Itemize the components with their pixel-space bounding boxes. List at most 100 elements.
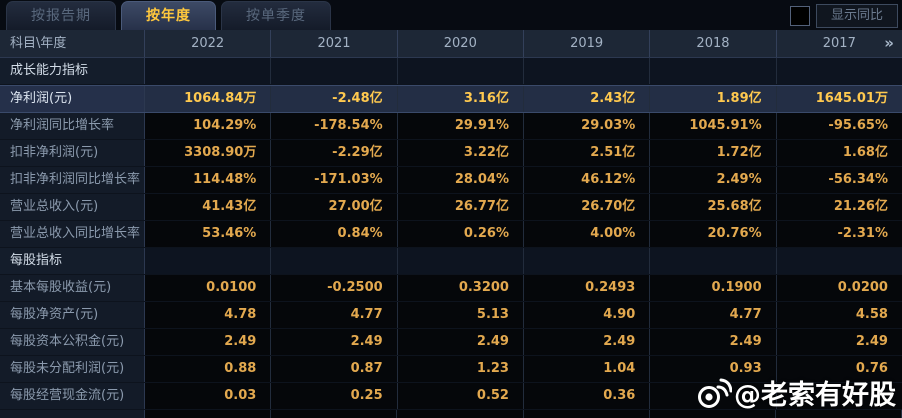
row-label: 每股经营现金流(元) xyxy=(0,383,145,409)
section-row[interactable]: 成长能力指标 xyxy=(0,58,902,85)
cell-value: -2.31% xyxy=(776,221,902,247)
year-column-header-2017[interactable]: 2017» xyxy=(777,30,902,57)
cell-value: 1.23 xyxy=(397,356,524,382)
row-label: 每股净资产(元) xyxy=(0,302,145,328)
row-label: 成长能力指标 xyxy=(0,58,145,84)
tab-report-period[interactable]: 按报告期 xyxy=(6,1,116,30)
cell-value: 28.04% xyxy=(397,167,524,193)
cell-value: 0.93 xyxy=(650,356,777,382)
cell-value: -2.48亿 xyxy=(271,86,398,112)
cell-value: 0.25 xyxy=(271,383,398,409)
year-column-header-2019[interactable]: 2019 xyxy=(524,30,651,57)
row-label: 扣非净利润(元) xyxy=(0,140,145,166)
year-column-header-2022[interactable]: 2022 xyxy=(145,30,272,57)
partial-row-cell xyxy=(775,410,902,418)
cell-value: 21.26亿 xyxy=(776,194,902,220)
cell-value: 53.46% xyxy=(145,221,272,247)
cell-value: 4.58 xyxy=(776,302,902,328)
cell-value xyxy=(271,58,398,84)
cell-value xyxy=(776,58,902,84)
partial-row-cell xyxy=(523,410,650,418)
table-row[interactable]: 基本每股收益(元) 0.0100 -0.2500 0.3200 0.2493 0.1900… xyxy=(0,275,902,302)
cell-value: 4.78 xyxy=(145,302,272,328)
cell-value: 0.88 xyxy=(145,356,272,382)
year-column-header-2020[interactable]: 2020 xyxy=(398,30,524,57)
cell-value: -171.03% xyxy=(271,167,398,193)
cell-value: 1.89亿 xyxy=(650,86,777,112)
table-row[interactable]: 每股资本公积金(元) 2.49 2.49 2.49 2.49 2.49 2.49 xyxy=(0,329,902,356)
period-tab-bar: 按报告期 按年度 按单季度 显示同比 xyxy=(0,0,902,30)
cell-value: 0.0100 xyxy=(145,275,272,301)
partial-row-label xyxy=(0,410,145,418)
cell-value: 5.13 xyxy=(397,302,524,328)
partial-row xyxy=(0,410,902,418)
cell-value: 2.49 xyxy=(145,329,272,355)
cell-value: 26.70亿 xyxy=(523,194,651,220)
cell-value: 25.68亿 xyxy=(650,194,777,220)
row-label: 扣非净利润同比增长率 xyxy=(0,167,145,193)
cell-value: 2.49 xyxy=(650,329,777,355)
table-row[interactable]: 每股经营现金流(元) 0.03 0.25 0.52 0.36 xyxy=(0,383,902,410)
cell-value: -2.29亿 xyxy=(271,140,398,166)
table-row[interactable]: 营业总收入同比增长率 53.46% 0.84% 0.26% 4.00% 20.76% -2.… xyxy=(0,221,902,248)
table-row[interactable]: 扣非净利润(元) 3308.90万 -2.29亿 3.22亿 2.51亿 1.72亿 1.6… xyxy=(0,140,902,167)
partial-row-cell xyxy=(271,410,398,418)
cell-value: 1.72亿 xyxy=(650,140,777,166)
table-row[interactable]: 营业总收入(元) 41.43亿 27.00亿 26.77亿 26.70亿 25.68亿 21… xyxy=(0,194,902,221)
table-row[interactable]: 扣非净利润同比增长率 114.48% -171.03% 28.04% 46.12% 2.4… xyxy=(0,167,902,194)
cell-value: 4.90 xyxy=(523,302,651,328)
cell-value: 4.77 xyxy=(650,302,777,328)
row-label: 每股指标 xyxy=(0,248,145,274)
show-yoy-button[interactable]: 显示同比 xyxy=(816,4,898,28)
section-row[interactable]: 每股指标 xyxy=(0,248,902,275)
cell-value: 3308.90万 xyxy=(145,140,272,166)
cell-value: 0.26% xyxy=(397,221,524,247)
partial-row-cell xyxy=(649,410,776,418)
cell-value: 2.51亿 xyxy=(523,140,651,166)
tab-annual[interactable]: 按年度 xyxy=(121,1,216,30)
tab-single-quarter[interactable]: 按单季度 xyxy=(221,1,331,30)
cell-value: 20.76% xyxy=(650,221,777,247)
cell-value: 0.1900 xyxy=(650,275,777,301)
row-label: 每股未分配利润(元) xyxy=(0,356,145,382)
cell-value: 1.68亿 xyxy=(776,140,902,166)
cell-value: 0.03 xyxy=(145,383,272,409)
cell-value: 0.2493 xyxy=(523,275,651,301)
cell-value: -0.2500 xyxy=(271,275,398,301)
row-label: 基本每股收益(元) xyxy=(0,275,145,301)
show-yoy-checkbox[interactable] xyxy=(790,6,810,26)
row-label: 营业总收入(元) xyxy=(0,194,145,220)
table-row[interactable]: 净利润同比增长率 104.29% -178.54% 29.91% 29.03% 1045.… xyxy=(0,113,902,140)
partial-row-cell xyxy=(397,410,524,418)
cell-value xyxy=(650,248,777,274)
cell-value: 0.84% xyxy=(271,221,398,247)
cell-value: 2.49% xyxy=(650,167,777,193)
cell-value: 46.12% xyxy=(523,167,651,193)
cell-value: 3.22亿 xyxy=(397,140,524,166)
cell-value xyxy=(650,58,777,84)
year-column-header-2021[interactable]: 2021 xyxy=(271,30,398,57)
cell-value: 26.77亿 xyxy=(397,194,524,220)
cell-value: 2.49 xyxy=(523,329,651,355)
cell-value: 27.00亿 xyxy=(271,194,398,220)
row-label: 营业总收入同比增长率 xyxy=(0,221,145,247)
table-row[interactable]: 净利润(元) 1064.84万 -2.48亿 3.16亿 2.43亿 1.89亿 1645.… xyxy=(0,85,902,113)
cell-value: -56.34% xyxy=(776,167,902,193)
row-label: 每股资本公积金(元) xyxy=(0,329,145,355)
row-label: 净利润(元) xyxy=(0,86,145,112)
cell-value: 1.04 xyxy=(523,356,651,382)
cell-value: 29.03% xyxy=(523,113,651,139)
cell-value: 104.29% xyxy=(145,113,272,139)
year-column-header-2018[interactable]: 2018 xyxy=(650,30,777,57)
cell-value: -178.54% xyxy=(271,113,398,139)
cell-value: 3.16亿 xyxy=(397,86,524,112)
more-years-icon[interactable]: » xyxy=(884,34,894,52)
table-row[interactable]: 每股未分配利润(元) 0.88 0.87 1.23 1.04 0.93 0.76 xyxy=(0,356,902,383)
corner-header: 科目\年度 xyxy=(0,30,145,57)
cell-value xyxy=(523,248,651,274)
cell-value: 114.48% xyxy=(145,167,272,193)
cell-value: 0.87 xyxy=(271,356,398,382)
cell-value xyxy=(650,383,777,409)
cell-value: 2.49 xyxy=(776,329,902,355)
table-row[interactable]: 每股净资产(元) 4.78 4.77 5.13 4.90 4.77 4.58 xyxy=(0,302,902,329)
